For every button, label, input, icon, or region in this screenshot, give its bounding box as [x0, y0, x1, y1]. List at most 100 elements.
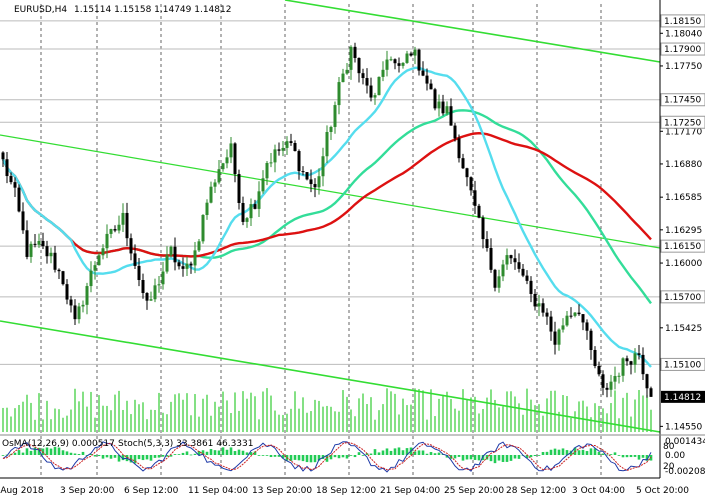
- candle-body: [321, 156, 325, 177]
- osma-bar: [193, 453, 197, 455]
- osma-bar: [401, 450, 405, 455]
- candle-body: [97, 255, 101, 266]
- vertical-grid: [40, 4, 602, 478]
- volume-bar: [294, 391, 296, 432]
- candle-body: [145, 293, 149, 301]
- osma-bar: [69, 452, 73, 455]
- osma-bar: [29, 450, 33, 455]
- candle-body: [273, 149, 277, 163]
- volume-bar: [562, 395, 564, 432]
- osma-bar: [217, 450, 221, 455]
- candle-body: [165, 255, 169, 272]
- candle-body: [365, 78, 369, 86]
- osma-bar: [301, 455, 305, 462]
- candle-body: [57, 269, 61, 272]
- candle-body: [297, 151, 301, 172]
- osma-bar: [1, 455, 5, 456]
- candle-body: [545, 312, 549, 317]
- time-label: 18 Sep 12:00: [316, 486, 376, 496]
- osma-bar: [353, 455, 357, 458]
- osma-bar: [133, 455, 137, 464]
- osma-bar: [173, 454, 177, 455]
- osma-bar: [453, 455, 457, 459]
- candle-body: [569, 315, 573, 317]
- candle-body: [461, 158, 465, 169]
- osma-bar: [177, 454, 181, 455]
- osma-bar: [289, 455, 293, 461]
- time-label: 3 Sep 20:00: [60, 486, 115, 496]
- volume-bar: [238, 410, 240, 432]
- candle-body: [593, 349, 597, 367]
- volume-bar: [418, 389, 420, 432]
- volume-bar: [138, 404, 140, 432]
- candle-body: [397, 63, 401, 66]
- time-label: 28 Sep 12:00: [506, 486, 566, 496]
- volume-bar: [434, 416, 436, 432]
- volume-bar: [646, 395, 648, 432]
- osma-bar: [281, 455, 285, 459]
- candle-body: [589, 330, 593, 350]
- candle-body: [573, 312, 577, 316]
- osma-bar: [57, 447, 61, 455]
- osma-bar: [317, 455, 321, 461]
- osma-bar: [117, 455, 121, 462]
- volume-bar: [366, 404, 368, 432]
- candle-body: [37, 240, 41, 245]
- time-label: 30 Aug 2018: [0, 486, 44, 496]
- candle-body: [13, 182, 17, 188]
- candle-body: [161, 271, 165, 285]
- candle-body: [421, 70, 425, 76]
- candle-body: [629, 361, 633, 365]
- volume-bar: [454, 408, 456, 432]
- osma-bar: [617, 455, 621, 456]
- candle-body: [317, 176, 321, 188]
- candle-body: [125, 212, 129, 239]
- candle-body: [577, 312, 581, 315]
- osma-bar: [645, 455, 649, 461]
- osma-bar: [209, 449, 213, 455]
- osma-bar: [477, 455, 481, 461]
- current-price-tag: [661, 390, 705, 403]
- volume-bar: [222, 391, 224, 432]
- volume-bar: [62, 417, 64, 432]
- volume-bar: [362, 393, 364, 432]
- volume-bar: [490, 389, 492, 432]
- candle-body: [197, 241, 201, 251]
- candle-body: [9, 176, 13, 183]
- candle-body: [177, 262, 181, 267]
- candle-body: [69, 299, 73, 306]
- osma-bar: [189, 454, 193, 456]
- osma-bar: [333, 455, 337, 458]
- volume-bar: [406, 405, 408, 432]
- candle-body: [217, 169, 221, 183]
- volume-bar: [258, 419, 260, 432]
- volume-bar: [282, 414, 284, 432]
- candle-body: [641, 354, 645, 375]
- volume-bar: [438, 398, 440, 432]
- volume-bar: [634, 399, 636, 432]
- volume-bar: [82, 391, 84, 432]
- volume-bar: [314, 399, 316, 432]
- candle-body: [49, 252, 53, 257]
- osma-bar: [413, 451, 417, 455]
- osma-bar: [145, 455, 149, 460]
- volume-bar: [414, 388, 416, 432]
- volume-bar: [430, 389, 432, 432]
- candle-body: [117, 224, 121, 231]
- indicator-panel: 0.001434 0.00 -0.002081 80 20: [0, 434, 705, 479]
- candle-body: [597, 366, 601, 375]
- osma-bar: [469, 455, 473, 460]
- volume-bar: [534, 405, 536, 432]
- candle-body: [229, 143, 233, 158]
- volume-bar: [186, 393, 188, 432]
- osma-bar: [233, 451, 237, 455]
- candle-body: [521, 268, 525, 276]
- volume-bar: [166, 414, 168, 432]
- volume-bar: [466, 399, 468, 432]
- osma-bar: [389, 450, 393, 455]
- osma-bar: [157, 455, 161, 458]
- candle-body: [29, 243, 33, 257]
- stoch-header: Stoch(5,3,3) 33.3861 46.3331: [118, 439, 253, 449]
- volume-bar: [50, 419, 52, 432]
- volume-bar: [178, 393, 180, 432]
